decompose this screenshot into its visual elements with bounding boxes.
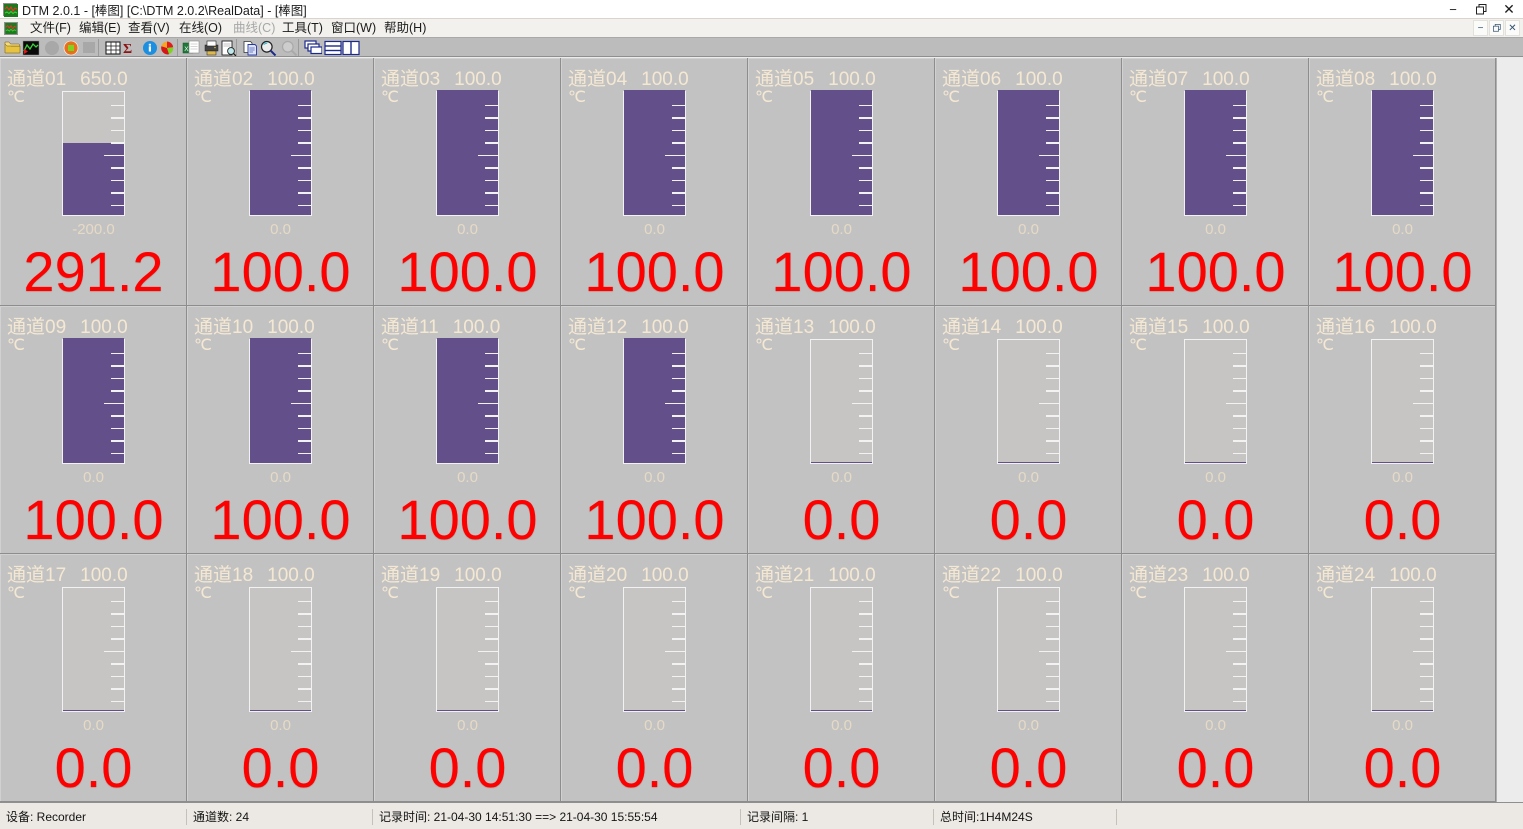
svg-text:X: X <box>184 46 189 53</box>
svg-text:Σ: Σ <box>123 42 132 56</box>
